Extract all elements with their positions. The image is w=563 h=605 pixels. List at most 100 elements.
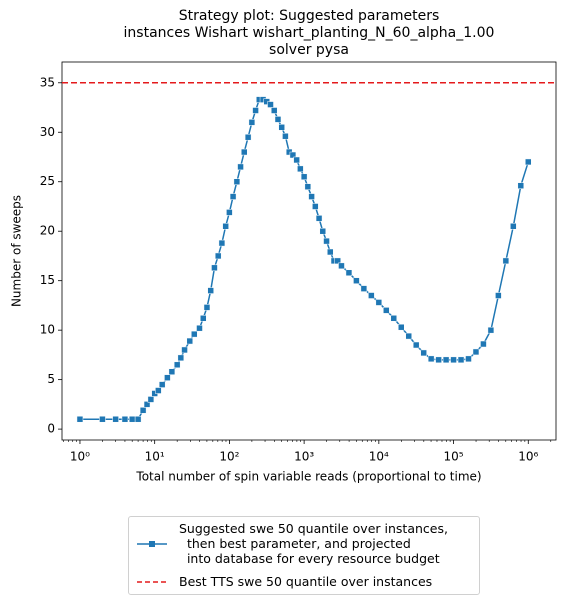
data-point xyxy=(323,237,330,245)
plot-frame xyxy=(61,61,557,441)
y-tick-label: 0 xyxy=(47,422,55,436)
data-point xyxy=(248,119,256,126)
data-point xyxy=(338,262,345,270)
data-point xyxy=(420,349,427,357)
data-point xyxy=(435,356,442,364)
data-point xyxy=(112,415,119,423)
data-point xyxy=(390,315,398,322)
data-point xyxy=(383,307,390,314)
legend: Suggested swe 50 quantile over instances… xyxy=(128,516,480,595)
data-point xyxy=(368,292,375,299)
legend-label: Best TTS swe 50 quantile over instances xyxy=(179,574,433,589)
data-point xyxy=(121,415,129,423)
data-point xyxy=(168,368,176,375)
data-point xyxy=(304,183,312,190)
chart: 10⁰ 10¹ 10² 10³ 10⁴ 10⁵ 10⁶ 0 5 10 15 20 25 30 35 Total… xyxy=(10,61,557,484)
data-point xyxy=(177,354,185,362)
data-point xyxy=(278,124,285,131)
y-tick-label: 10 xyxy=(40,323,55,337)
data-point xyxy=(186,337,194,345)
data-point xyxy=(360,285,368,292)
chart-title: Strategy plot: Suggested parameters inst… xyxy=(123,8,495,58)
data-point xyxy=(229,193,237,200)
y-tick-label: 20 xyxy=(40,224,55,238)
data-point xyxy=(164,374,171,381)
data-point xyxy=(237,163,244,171)
data-point xyxy=(139,407,147,414)
x-tick-label: 10¹ xyxy=(145,450,165,464)
data-point xyxy=(517,182,525,189)
data-point xyxy=(297,165,304,173)
data-point xyxy=(222,223,229,230)
y-tick-label: 35 xyxy=(40,75,55,89)
data-point xyxy=(203,304,211,311)
data-point xyxy=(267,101,274,108)
data-point xyxy=(427,355,435,363)
data-point xyxy=(226,209,233,216)
data-point xyxy=(353,277,360,284)
data-point xyxy=(200,315,207,322)
data-point xyxy=(143,401,151,408)
data-point xyxy=(240,148,248,156)
data-point xyxy=(327,248,334,256)
y-axis-label: Number of sweeps xyxy=(10,195,24,307)
data-point xyxy=(233,178,241,185)
data-point xyxy=(398,323,405,331)
data-point xyxy=(293,156,300,164)
data-point xyxy=(155,387,162,394)
data-point xyxy=(282,132,289,140)
data-point xyxy=(196,324,203,332)
data-point xyxy=(319,227,327,235)
x-tick-label: 10⁴ xyxy=(369,450,389,464)
data-point xyxy=(465,355,472,363)
data-point xyxy=(158,381,166,388)
data-point xyxy=(147,396,155,403)
data-point xyxy=(487,326,495,334)
data-point xyxy=(191,330,198,338)
data-point xyxy=(345,269,353,277)
legend-entry: Suggested swe 50 quantile over instances… xyxy=(137,521,448,566)
data-point xyxy=(495,292,502,299)
data-point xyxy=(312,203,319,210)
data-point xyxy=(214,252,222,260)
data-point xyxy=(289,151,297,159)
data-point xyxy=(450,356,457,364)
data-point xyxy=(274,116,282,123)
data-point xyxy=(134,415,142,423)
data-point xyxy=(480,340,487,348)
data-point xyxy=(315,215,323,222)
data-point xyxy=(252,107,259,114)
data-point xyxy=(412,341,420,349)
data-point xyxy=(405,332,412,340)
x-tick-label: 10⁰ xyxy=(70,450,90,464)
data-point xyxy=(510,223,517,230)
legend-label: Suggested swe 50 quantile over instances… xyxy=(179,521,448,566)
data-point xyxy=(457,356,465,364)
data-point xyxy=(525,158,532,166)
legend-entry: Best TTS swe 50 quantile over instances xyxy=(137,574,432,589)
data-point xyxy=(244,133,252,141)
y-tick-label: 25 xyxy=(40,174,55,188)
data-point xyxy=(442,356,450,364)
data-point xyxy=(76,415,84,423)
x-axis-label: Total number of spin variable reads (pro… xyxy=(135,470,481,484)
data-point xyxy=(502,257,510,265)
y-tick-label: 5 xyxy=(47,372,55,386)
series-line xyxy=(79,98,529,420)
data-point xyxy=(207,287,214,294)
y-tick-label: 30 xyxy=(40,125,55,139)
x-tick-label: 10⁵ xyxy=(444,450,464,464)
data-point xyxy=(334,257,341,265)
data-point xyxy=(308,193,315,200)
data-point xyxy=(173,361,181,369)
data-point xyxy=(128,415,136,423)
data-point xyxy=(472,348,480,356)
x-tick-label: 10² xyxy=(219,450,239,464)
x-tick-label: 10⁶ xyxy=(518,450,538,464)
data-point xyxy=(300,173,308,181)
legend-key xyxy=(137,540,167,547)
data-point xyxy=(99,415,106,423)
x-tick-label: 10³ xyxy=(294,450,314,464)
data-point xyxy=(270,107,278,114)
